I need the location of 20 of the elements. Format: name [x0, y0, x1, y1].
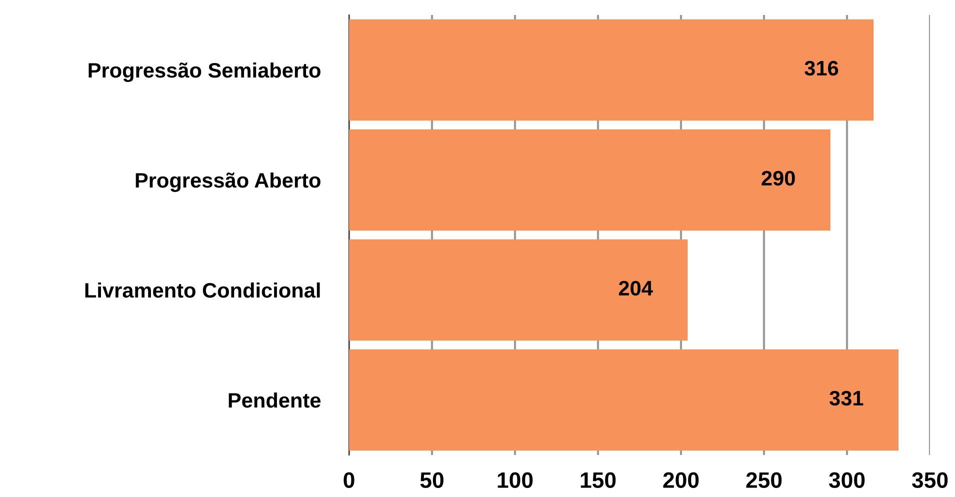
x-tick-label: 150 — [580, 472, 616, 488]
data-label: 204 — [618, 280, 653, 296]
bar — [349, 239, 688, 341]
bar — [349, 19, 874, 121]
bar — [349, 349, 898, 451]
x-tick-label: 300 — [828, 472, 865, 488]
x-tick-label: 100 — [498, 472, 533, 488]
x-tick-label: 50 — [420, 472, 444, 488]
data-label: 290 — [762, 170, 795, 186]
data-label: 331 — [829, 390, 864, 406]
x-tick-label: 250 — [746, 472, 782, 488]
y-tick-label: Progressão Aberto — [136, 172, 320, 192]
x-tick-label: 350 — [912, 472, 948, 488]
data-label: 316 — [804, 60, 838, 76]
y-tick-label: Progressão Semiaberto — [88, 62, 320, 82]
x-tick-label: 200 — [663, 472, 699, 488]
y-tick-label: Pendente — [228, 392, 321, 408]
y-tick-label: Livramento Condicional — [85, 282, 320, 298]
bar — [349, 129, 830, 231]
x-tick-label: 0 — [344, 472, 354, 488]
